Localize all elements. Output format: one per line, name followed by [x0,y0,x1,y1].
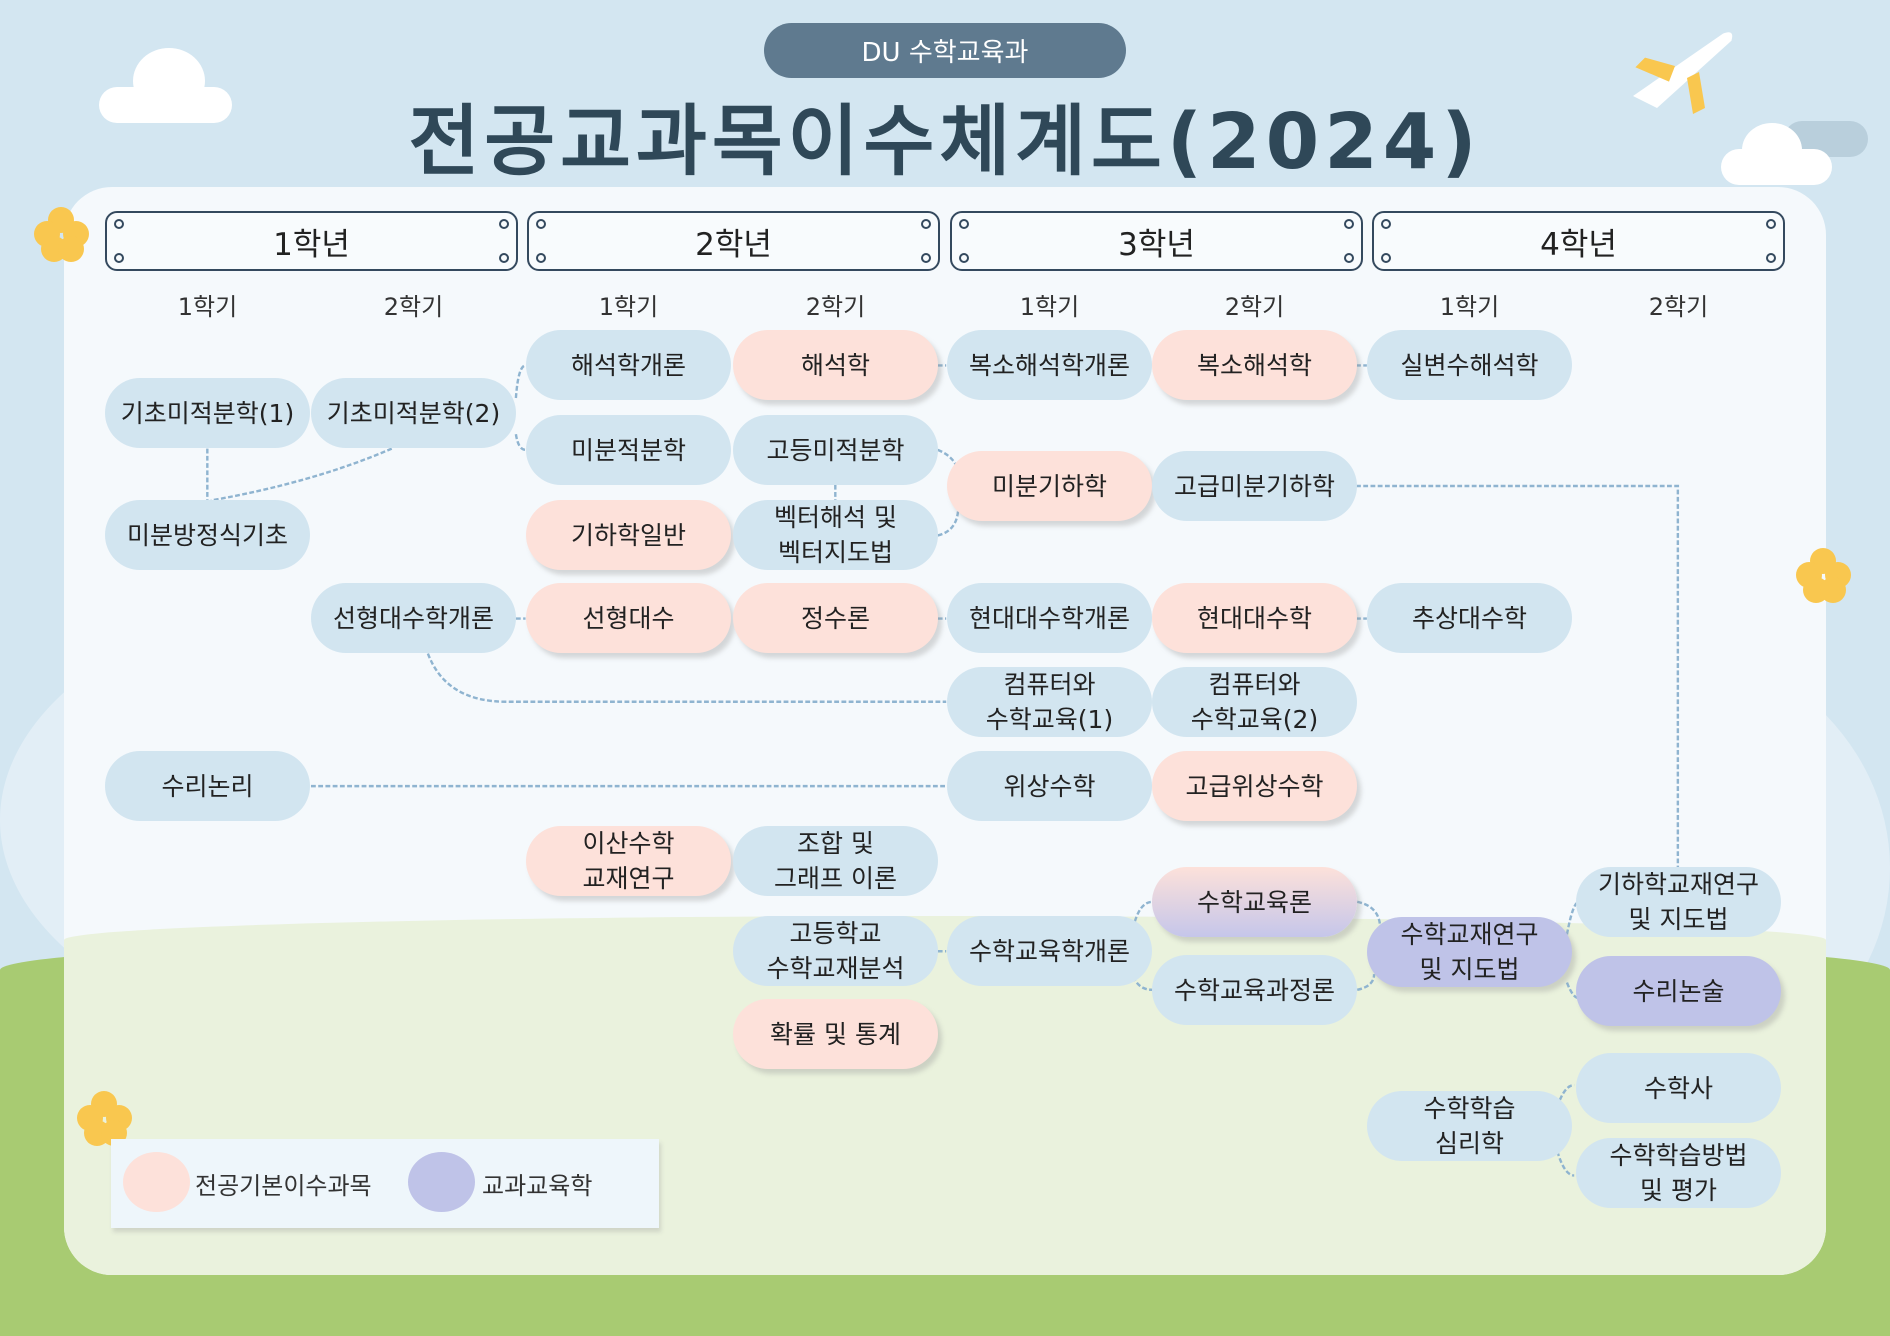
year-header-4: 4학년 [1372,211,1785,271]
year-label: 1학년 [273,226,350,263]
semester-label: 1학기 [1439,293,1500,321]
semester-label: 1학기 [598,293,659,321]
course-node: 수학교재연구 및 지도법 [1367,917,1572,987]
course-node: 고급위상수학 [1152,751,1357,821]
department-badge: DU 수학교육과 [764,23,1126,78]
year-header-1: 1학년 [105,211,518,271]
semester-label: 2학기 [1648,293,1709,321]
connector [1565,982,1580,1000]
course-node: 정수론 [733,583,938,653]
course-node: 수학학습 심리학 [1367,1091,1572,1161]
legend-swatch-subject-education [408,1152,475,1212]
course-node: 해석학 [733,330,938,400]
connector [426,653,947,703]
year-label: 3학년 [1118,226,1195,263]
course-node: 수학교육론 [1152,867,1357,937]
connector [1356,900,1382,929]
semester-label: 1학기 [177,293,238,321]
airplane-icon [1633,32,1733,114]
course-node: 수리논술 [1576,956,1781,1026]
course-node: 선형대수학개론 [311,583,516,653]
connector [1565,900,1580,935]
flower-icon [77,1091,132,1146]
semester-label: 2학기 [383,293,444,321]
course-node: 복소해석학 [1152,330,1357,400]
legend-label-major-core: 전공기본이수과목 [195,1172,372,1200]
connector [1356,974,1376,992]
course-node: 추상대수학 [1367,583,1572,653]
legend-swatch-major-core [123,1152,190,1212]
connector [1556,1151,1575,1177]
course-node: 이산수학 교재연구 [526,826,731,896]
course-node: 확률 및 통계 [733,999,938,1069]
course-node: 해석학개론 [526,330,731,400]
year-header-2: 2학년 [527,211,940,271]
course-node: 벡터해석 및 벡터지도법 [733,500,938,570]
course-node: 컴퓨터와 수학교육(1) [947,667,1152,737]
course-node: 복소해석학개론 [947,330,1152,400]
course-node: 선형대수 [526,583,731,653]
course-node: 위상수학 [947,751,1152,821]
page-title: 전공교과목이수체계도(2024) [408,98,1482,187]
course-node: 기초미적분학(1) [105,378,310,448]
course-node: 수학교육과정론 [1152,955,1357,1025]
year-label: 4학년 [1540,226,1617,263]
connector [514,433,526,452]
connector [937,506,960,537]
flower-icon [1796,548,1851,603]
year-header-3: 3학년 [950,211,1363,271]
semester-label: 1학기 [1019,293,1080,321]
flower-icon [34,207,89,262]
course-node: 수학학습방법 및 평가 [1576,1138,1781,1208]
course-node: 고등학교 수학교재분석 [733,916,938,986]
course-node: 미분방정식기초 [105,500,310,570]
course-node: 고등미적분학 [733,415,938,485]
cloud-icon [1742,123,1802,177]
course-node: 컴퓨터와 수학교육(2) [1152,667,1357,737]
connector [1356,484,1680,869]
course-node: 미분기하학 [947,451,1152,521]
course-node: 기하학일반 [526,500,731,570]
connector [210,447,393,502]
course-node: 조합 및 그래프 이론 [733,826,938,896]
course-node: 현대대수학개론 [947,583,1152,653]
course-node: 실변수해석학 [1367,330,1572,400]
connector [514,364,526,399]
course-node: 기하학교재연구 및 지도법 [1576,867,1781,937]
course-node: 수학교육학개론 [947,916,1152,986]
course-node: 수학사 [1576,1053,1781,1123]
cloud-icon [133,48,205,114]
course-node: 기초미적분학(2) [311,378,516,448]
legend-label-subject-education: 교과교육학 [482,1172,593,1200]
course-node: 수리논리 [105,751,310,821]
semester-label: 2학기 [805,293,866,321]
course-node: 고급미분기하학 [1152,451,1357,521]
year-label: 2학년 [695,226,772,263]
course-node: 현대대수학 [1152,583,1357,653]
legend: 전공기본이수과목 교과교육학 [111,1139,659,1228]
semester-label: 2학기 [1224,293,1285,321]
course-node: 미분적분학 [526,415,731,485]
